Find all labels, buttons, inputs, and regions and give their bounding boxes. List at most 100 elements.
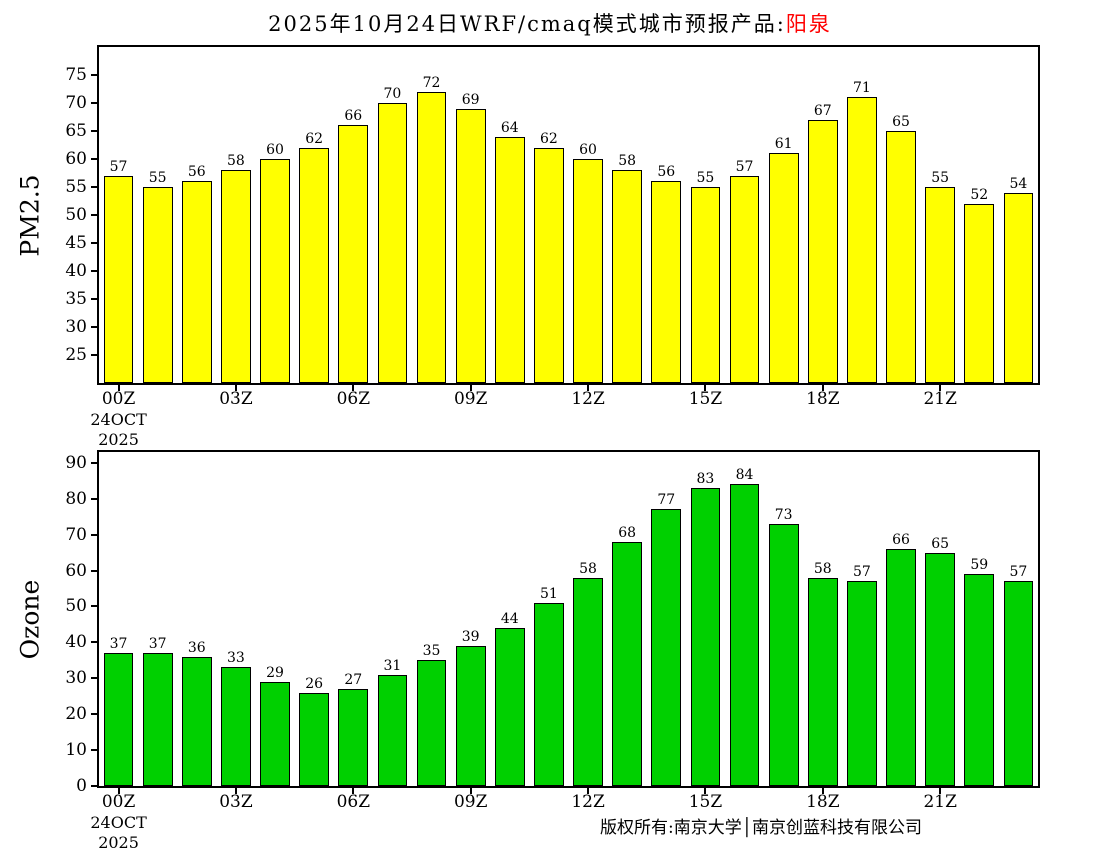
ozone-bar-value-label: 73 [774,506,793,523]
ozone-y-axis-tick-label: 50 [65,596,87,617]
pm25-x-axis-tick-label: 21Z [923,389,957,409]
pm25-bar-value-label: 62 [540,130,558,147]
pm25-bar: 56 [181,164,212,383]
ozone-bar-slot: 66 [882,452,921,786]
ozone-bar-value-label: 58 [579,560,597,577]
ozone-x-axis-tick-label: 06Z [336,792,371,812]
pm25-bar-value-label: 61 [774,136,793,153]
ozone-x-axis-tick [352,786,355,794]
pm25-bar: 56 [651,164,682,383]
pm25-x-axis-tick [939,383,942,391]
page-title: 2025年10月24日WRF/cmaq模式城市预报产品:阳泉 [0,8,1100,38]
pm25-bar-slot: 57 [725,47,764,383]
pm25-bar-slot: 54 [999,47,1038,383]
pm25-bar-slot: 67 [803,47,842,383]
ozone-bar-slot: 33 [216,452,255,786]
pm25-bar-value-label: 56 [657,164,676,181]
pm25-bar-slot: 62 [295,47,334,383]
ozone-bar-slot: 31 [373,452,412,786]
ozone-bar: 84 [729,467,760,786]
ozone-y-axis-tick-label: 70 [65,524,87,545]
ozone-bar-value-label: 58 [813,560,832,577]
pm25-bar: 60 [260,142,290,383]
ozone-bar: 57 [1003,564,1034,786]
ozone-bar-value-label: 68 [618,524,637,541]
ozone-bar: 27 [338,672,369,786]
ozone-bar-slot: 44 [490,452,529,786]
pm25-y-axis-tick [91,130,99,132]
ozone-bar-value-label: 33 [227,650,245,667]
ozone-bar: 39 [455,629,486,786]
ozone-x-axis-tick-label: 15Z [688,792,723,812]
pm25-bar-value-label: 71 [853,80,871,97]
pm25-bar: 61 [768,136,799,383]
ozone-bar-slot: 57 [842,452,881,786]
pm25-y-axis-tick [91,326,99,328]
ozone-x-axis-tick [469,786,472,794]
pm25-bar: 60 [573,142,603,383]
pm25-bar-slot: 55 [138,47,177,383]
ozone-x-axis-tick-label: 09Z [453,792,488,812]
ozone-bar: 51 [534,586,564,786]
pm25-x-axis-tick-label: 15Z [688,389,723,409]
ozone-y-axis-tick [91,569,99,572]
ozone-bars: 37 37 36 33 29 26 27 31 35 39 44 51 58 68 77 83 84 73 58 57… [99,452,1038,786]
ozone-bar-value-label: 29 [266,664,284,681]
ozone-y-axis-tick [91,605,99,608]
ozone-bar-value-label: 31 [383,657,402,674]
pm25-bar-value-label: 57 [735,158,754,175]
pm25-y-axis-tick [91,102,99,104]
pm25-bar: 70 [377,86,408,383]
pm25-bar: 55 [142,170,173,383]
ozone-x-axis-tick-label: 00Z [101,792,136,812]
pm25-bar: 62 [534,131,564,383]
ozone-bar-slot: 37 [99,452,138,786]
pm25-bar-value-label: 64 [500,119,519,136]
pm25-bar: 52 [964,187,995,383]
ozone-y-axis-tick-label: 60 [65,560,87,581]
pm25-bars: 57 55 56 58 60 62 66 70 72 69 64 62 60 58 56 55 57 61 67 71… [99,47,1038,383]
pm25-bar-slot: 69 [451,47,490,383]
ozone-y-axis-tick [91,641,99,644]
ozone-bar-slot: 27 [334,452,373,786]
ozone-bar: 36 [181,640,212,786]
pm25-bar-value-label: 55 [148,170,167,186]
ozone-x-axis-tick [587,786,590,794]
pm25-bar-value-label: 52 [970,186,989,203]
pm25-bar-slot: 56 [647,47,686,383]
ozone-bar: 57 [847,564,877,786]
pm25-x-axis-tick-label: 18Z [806,389,840,409]
pm25-bar-slot: 65 [882,47,921,383]
pm25-bar: 55 [690,170,721,383]
ozone-bar-slot: 65 [921,452,960,786]
ozone-bar: 33 [221,650,251,786]
pm25-bar-slot: 57 [99,47,138,383]
ozone-bar-slot: 57 [999,452,1038,786]
pm25-bar: 54 [1003,176,1034,383]
pm25-bar-slot: 61 [764,47,803,383]
pm25-x-axis-tick [469,383,472,391]
pm25-bar-slot: 55 [686,47,725,383]
ozone-y-axis-tick-label: 30 [65,668,87,689]
pm25-bar-value-label: 70 [383,86,402,102]
pm25-y-axis-tick [91,74,99,76]
pm25-bar-value-label: 69 [461,91,480,108]
ozone-x-axis-date-label: 24OCT [90,813,147,832]
ozone-bar-slot: 29 [256,452,295,786]
ozone-bar: 26 [299,676,330,786]
ozone-bar-slot: 84 [725,452,764,786]
ozone-bar-slot: 35 [412,452,451,786]
pm25-y-axis-tick-label: 45 [65,233,87,253]
pm25-y-axis-tick [91,186,99,188]
ozone-y-axis-tick-label: 0 [76,776,87,796]
ozone-x-axis-tick [234,786,237,794]
pm25-bar-slot: 60 [569,47,608,383]
pm25-bar: 64 [494,120,525,383]
pm25-bar-value-label: 62 [305,130,324,147]
ozone-bar: 29 [260,665,290,786]
pm25-bar-slot: 71 [842,47,881,383]
pm25-y-axis-tick [91,158,99,160]
ozone-y-axis-tick [91,461,99,464]
pm25-bar: 58 [221,153,251,383]
